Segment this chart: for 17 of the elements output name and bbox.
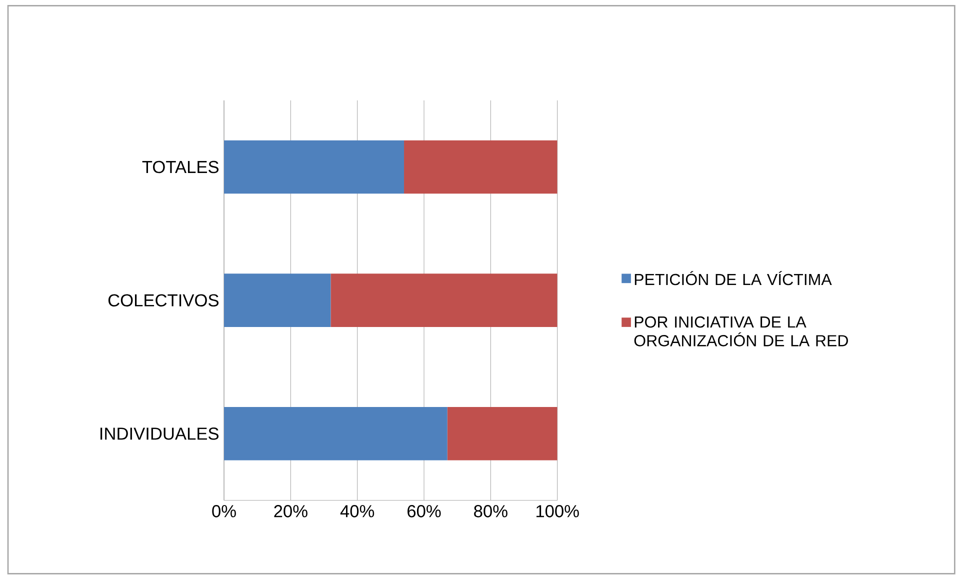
- y-tick-label: COLECTIVOS: [108, 294, 219, 306]
- bar: [224, 407, 448, 460]
- y-tick-label: INDIVIDUALES: [100, 428, 218, 440]
- bar: [330, 274, 558, 327]
- x-tick-label: 40%: [340, 505, 374, 518]
- y-tick-label: TOTALES: [142, 160, 219, 174]
- x-tick-label: 100%: [536, 505, 579, 518]
- bar: [404, 140, 558, 194]
- x-tick-label: 80%: [474, 505, 508, 518]
- x-tick-label: 20%: [274, 505, 308, 518]
- legend-label: PETICIÓN DE LA VÍCTIMA: [634, 271, 832, 286]
- bar: [224, 274, 331, 327]
- bar: [224, 140, 404, 194]
- x-tick-label: 0%: [212, 505, 236, 518]
- legend-label: POR INICIATIVA DE LA ORGANIZACIÓN DE LA RED: [634, 316, 848, 346]
- x-tick-label: 60%: [408, 505, 441, 518]
- bar: [447, 407, 558, 460]
